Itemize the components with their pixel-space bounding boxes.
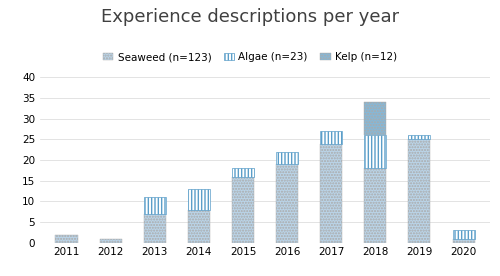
Bar (364, 102, 386, 135)
Bar (364, 168, 386, 243)
Bar (452, 230, 474, 239)
Bar (232, 177, 254, 243)
Bar (232, 168, 254, 177)
Text: Experience descriptions per year: Experience descriptions per year (101, 8, 399, 26)
Legend: Seaweed (n=123), Algae (n=23), Kelp (n=12): Seaweed (n=123), Algae (n=23), Kelp (n=1… (103, 52, 397, 62)
Bar (188, 189, 210, 210)
Bar (144, 214, 166, 243)
Bar (276, 164, 298, 243)
Bar (452, 239, 474, 243)
Bar (364, 135, 386, 168)
Bar (100, 239, 122, 243)
Bar (276, 152, 298, 164)
Bar (408, 135, 430, 139)
Bar (188, 210, 210, 243)
Bar (320, 131, 342, 144)
Bar (144, 197, 166, 214)
Bar (320, 144, 342, 243)
Bar (408, 139, 430, 243)
Bar (56, 235, 78, 243)
